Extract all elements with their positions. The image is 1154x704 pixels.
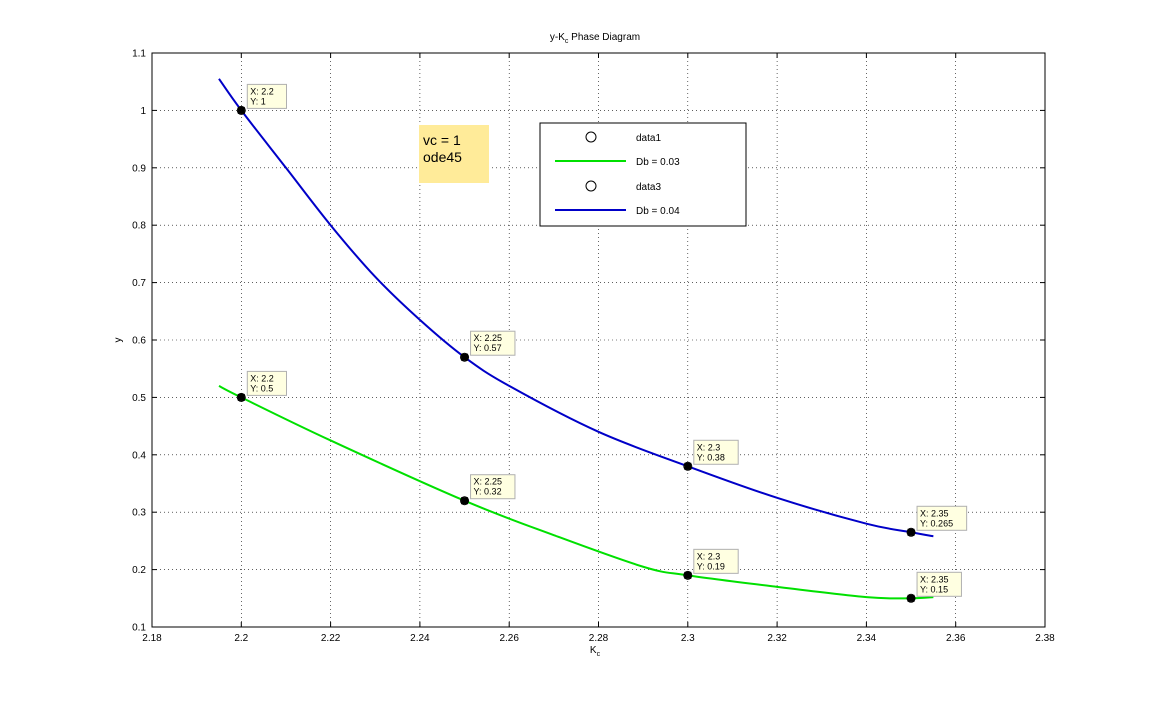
- x-tick-label: 2.22: [321, 633, 341, 644]
- y-axis-label: y: [113, 338, 124, 343]
- annotation-line-2: ode45: [423, 149, 462, 165]
- datatip-y: Y: 0.32: [474, 487, 502, 497]
- datatip-marker: [237, 106, 245, 114]
- datatip-y: Y: 0.19: [697, 561, 725, 571]
- datatip[interactable]: X: 2.3Y: 0.38: [684, 439, 739, 470]
- series-layer: [218, 78, 934, 603]
- series-point-0: [460, 496, 470, 506]
- series-line-3: [218, 78, 934, 538]
- axis-ticks: 2.18 2.2 2.22 2.24 2.26 2.28 2.3 2.32 2.34 2.36 2.…: [132, 49, 1055, 645]
- y-tick-label: 0.6: [132, 336, 146, 347]
- datatip-y: Y: 0.57: [474, 343, 502, 353]
- y-tick-label: 0.8: [132, 221, 146, 232]
- annotation-line-1: vc = 1: [423, 132, 461, 148]
- series-line-1: [218, 385, 934, 600]
- datatip-marker: [907, 528, 915, 536]
- datatip-box: [916, 505, 968, 531]
- x-tick-label: 2.2: [234, 633, 248, 644]
- series-point-0: [236, 392, 246, 402]
- y-tick-label: 0.2: [132, 565, 146, 576]
- datatip-box: [246, 370, 288, 396]
- datatip[interactable]: X: 2.2Y: 1: [237, 83, 288, 114]
- y-tick-label: 0.1: [132, 623, 146, 634]
- grid-lines: [152, 53, 1045, 627]
- datatip-y: Y: 0.5: [250, 383, 273, 393]
- datatip-box: [246, 83, 288, 109]
- x-tick-label: 2.36: [946, 633, 966, 644]
- datatip-y: Y: 0.265: [920, 518, 953, 528]
- datatip-box: [470, 474, 516, 500]
- datatip[interactable]: X: 2.25Y: 0.32: [461, 474, 516, 505]
- legend-marker-data1: [585, 131, 597, 143]
- legend-label-db003: Db = 0.03: [636, 157, 680, 168]
- y-tick-label: 0.9: [132, 163, 146, 174]
- datatip-marker: [237, 393, 245, 401]
- legend-label-db004: Db = 0.04: [636, 206, 680, 217]
- chart-title: y-Kc Phase Diagram: [550, 32, 640, 45]
- y-tick-label: 0.7: [132, 278, 146, 289]
- legend-label-data3: data3: [636, 182, 661, 193]
- annotation-box: vc = 1 ode45: [419, 125, 489, 183]
- datatip-box: [470, 330, 516, 356]
- series-point-2: [236, 105, 246, 115]
- x-tick-label: 2.24: [410, 633, 430, 644]
- datatip-marker: [907, 594, 915, 602]
- datatip-x: X: 2.2: [250, 373, 274, 383]
- y-tick-label: 0.4: [132, 450, 146, 461]
- datatip-marker: [684, 571, 692, 579]
- datatip-x: X: 2.25: [474, 333, 503, 343]
- datatip-box: [916, 571, 962, 597]
- datatip-x: X: 2.2: [250, 86, 274, 96]
- datatip-y: Y: 1: [250, 96, 266, 106]
- series-point-2: [683, 461, 693, 471]
- datatip[interactable]: X: 2.2Y: 0.5: [237, 370, 288, 401]
- datatip-x: X: 2.35: [920, 508, 949, 518]
- datatip-x: X: 2.3: [697, 551, 721, 561]
- series-point-2: [906, 527, 916, 537]
- series-point-2: [460, 352, 470, 362]
- datatip[interactable]: X: 2.35Y: 0.15: [907, 571, 962, 602]
- datatip-y: Y: 0.15: [920, 584, 948, 594]
- y-tick-label: 1.1: [132, 49, 146, 60]
- datatip-x: X: 2.35: [920, 574, 949, 584]
- datatip[interactable]: X: 2.25Y: 0.57: [461, 330, 516, 361]
- series-point-0: [906, 593, 916, 603]
- legend: data1 Db = 0.03 data3 Db = 0.04: [539, 122, 747, 227]
- x-tick-label: 2.26: [499, 633, 519, 644]
- xlabel-subscript: c: [597, 651, 601, 658]
- datatip-box: [693, 548, 739, 574]
- title-rest: Phase Diagram: [568, 32, 640, 43]
- series-point-0: [683, 570, 693, 580]
- datatips-layer: X: 2.2Y: 1X: 2.2Y: 0.5X: 2.25Y: 0.57X: 2…: [237, 83, 968, 602]
- datatip[interactable]: X: 2.35Y: 0.265: [907, 505, 968, 536]
- datatip-marker: [461, 353, 469, 361]
- y-tick-label: 0.3: [132, 508, 146, 519]
- xlabel-main: K: [590, 645, 597, 656]
- datatip-marker: [461, 497, 469, 505]
- y-tick-label: 0.5: [132, 393, 146, 404]
- x-tick-label: 2.34: [857, 633, 877, 644]
- title-subscript: c: [565, 38, 569, 45]
- x-axis-label: Kc: [590, 645, 601, 658]
- legend-marker-data3: [585, 180, 597, 192]
- datatip-marker: [684, 462, 692, 470]
- title-main: y-K: [550, 32, 565, 43]
- datatip-box: [693, 439, 739, 465]
- x-tick-label: 2.32: [767, 633, 787, 644]
- x-tick-label: 2.3: [681, 633, 695, 644]
- legend-box: [539, 122, 747, 227]
- datatip[interactable]: X: 2.3Y: 0.19: [684, 548, 739, 579]
- datatip-x: X: 2.3: [697, 442, 721, 452]
- x-tick-label: 2.18: [142, 633, 162, 644]
- datatip-x: X: 2.25: [474, 477, 503, 487]
- x-tick-label: 2.38: [1035, 633, 1055, 644]
- x-tick-label: 2.28: [589, 633, 609, 644]
- y-tick-label: 1: [140, 106, 146, 117]
- annotation-background: [419, 125, 489, 183]
- datatip-y: Y: 0.38: [697, 452, 725, 462]
- legend-label-data1: data1: [636, 133, 661, 144]
